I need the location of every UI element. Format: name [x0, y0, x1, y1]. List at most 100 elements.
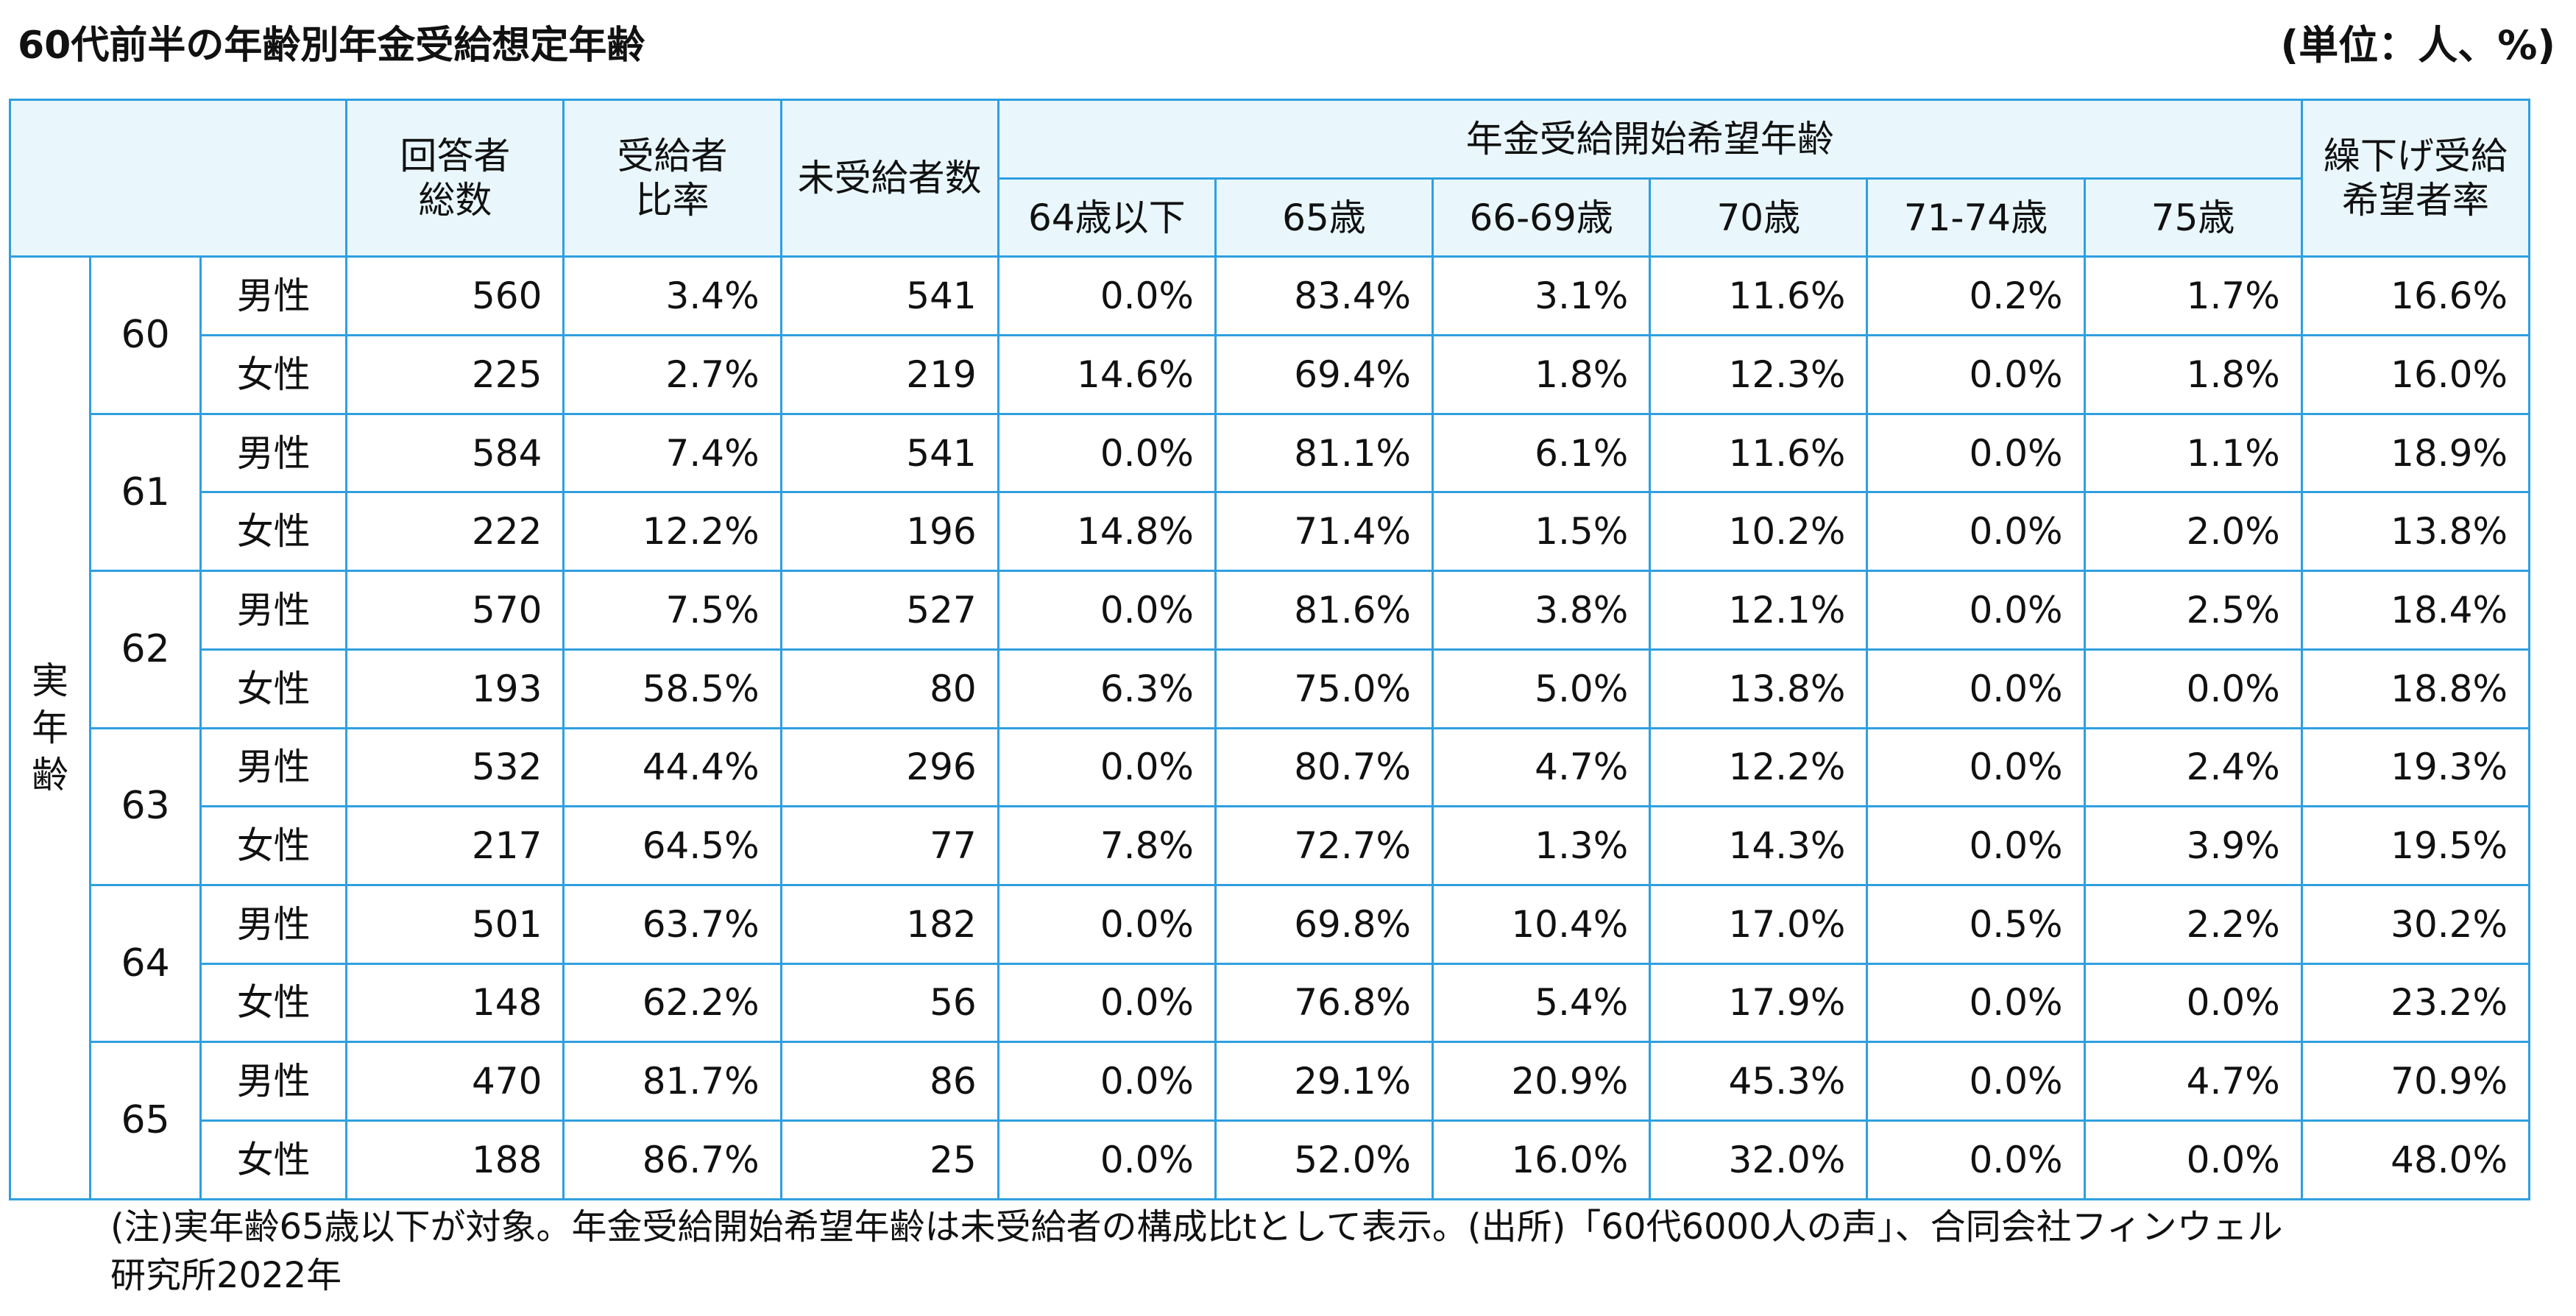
value-cell: 56 — [779, 962, 999, 1044]
value-cell: 25 — [779, 1119, 999, 1200]
value-cell: 0.0% — [2083, 1119, 2303, 1200]
value-cell: 81.1% — [1214, 412, 1434, 494]
value-cell: 0.0% — [1866, 334, 2086, 415]
value-cell: 20.9% — [1432, 1041, 1652, 1122]
value-cell: 5.0% — [1432, 648, 1652, 729]
value-cell: 1.8% — [2083, 334, 2303, 415]
value-cell: 1.1% — [2083, 412, 2303, 494]
value-cell: 86 — [779, 1041, 999, 1122]
value-cell: 18.8% — [2300, 648, 2531, 729]
value-cell: 6.1% — [1432, 412, 1652, 494]
value-cell: 19.3% — [2300, 726, 2531, 808]
value-cell: 29.1% — [1214, 1041, 1434, 1122]
value-cell: 48.0% — [2300, 1119, 2531, 1200]
value-cell: 23.2% — [2300, 962, 2531, 1044]
sex-cell: 女性 — [199, 334, 348, 415]
value-cell: 0.0% — [2083, 648, 2303, 729]
value-cell: 11.6% — [1649, 412, 1869, 494]
footnote: (注)実年齢65歳以下が対象。年金受給開始希望年齢は未受給者の構成比tとして表示… — [110, 1203, 2502, 1300]
header-age-64-or-less: 64歳以下 — [997, 177, 1217, 258]
header-age-75: 75歳 — [2083, 177, 2303, 258]
value-cell: 188 — [345, 1119, 565, 1200]
sex-cell: 男性 — [199, 570, 348, 651]
table-row: 女性 222 12.2% 196 14.8% 71.4% 1.5% 10.2% 0.0% 2.0%… — [10, 491, 2531, 573]
value-cell: 10.4% — [1432, 883, 1652, 965]
table-row: 女性 148 62.2% 56 0.0% 76.8% 5.4% 17.9% 0.0% 0.0% 23… — [10, 962, 2531, 1044]
footnote-line: (注)実年齢65歳以下が対象。年金受給開始希望年齢は未受給者の構成比tとして表示… — [110, 1206, 2283, 1248]
value-cell: 52.0% — [1214, 1119, 1434, 1200]
table-row: 女性 193 58.5% 80 6.3% 75.0% 5.0% 13.8% 0.0% 0.0% 18… — [10, 648, 2531, 729]
value-cell: 2.4% — [2083, 726, 2303, 808]
value-cell: 1.8% — [1432, 334, 1652, 415]
header-corner — [8, 98, 348, 258]
value-cell: 77 — [779, 805, 999, 886]
value-cell: 7.5% — [562, 570, 782, 651]
value-cell: 14.6% — [997, 334, 1217, 415]
sex-cell: 男性 — [199, 726, 348, 808]
value-cell: 80.7% — [1214, 726, 1434, 808]
value-cell: 0.5% — [1866, 883, 2086, 965]
value-cell: 0.0% — [997, 255, 1217, 337]
value-cell: 45.3% — [1649, 1041, 1869, 1122]
value-cell: 83.4% — [1214, 255, 1434, 337]
value-cell: 219 — [779, 334, 999, 415]
age-cell: 62 — [89, 570, 202, 729]
value-cell: 0.2% — [1866, 255, 2086, 337]
table-row: 実年齢 60 男性 560 3.4% 541 0.0% 83.4% 3.1% 11.6% 0.2% 1… — [8, 255, 2531, 1200]
value-cell: 4.7% — [1432, 726, 1652, 808]
age-cell: 61 — [89, 412, 202, 573]
table-row: 女性 217 64.5% 77 7.8% 72.7% 1.3% 14.3% 0.0% 3.9% 19… — [10, 805, 2531, 886]
value-cell: 532 — [345, 726, 565, 808]
row-group-label: 実年齢 — [8, 255, 92, 1200]
table-row: 女性 225 2.7% 219 14.6% 69.4% 1.8% 12.3% 0.0% 1.8% 1… — [10, 334, 2531, 415]
value-cell: 81.6% — [1214, 570, 1434, 651]
value-cell: 0.0% — [1866, 805, 2086, 886]
table-row: 65 男性 470 81.7% 86 0.0% 29.1% 20.9% 45.3% 0.0% 4.7… — [10, 1041, 2531, 1200]
value-cell: 72.7% — [1214, 805, 1434, 886]
value-cell: 501 — [345, 883, 565, 965]
age-cell: 60 — [89, 255, 202, 415]
value-cell: 2.5% — [2083, 570, 2303, 651]
value-cell: 18.4% — [2300, 570, 2531, 651]
table-row: 62 男性 570 7.5% 527 0.0% 81.6% 3.8% 12.1% 0.0% 2.5%… — [10, 570, 2531, 729]
value-cell: 0.0% — [1866, 726, 2086, 808]
value-cell: 222 — [345, 491, 565, 573]
value-cell: 64.5% — [562, 805, 782, 886]
value-cell: 10.2% — [1649, 491, 1869, 573]
value-cell: 19.5% — [2300, 805, 2531, 886]
value-cell: 2.0% — [2083, 491, 2303, 573]
value-cell: 0.0% — [1866, 570, 2086, 651]
header-age-70: 70歳 — [1649, 177, 1869, 258]
value-cell: 0.0% — [1866, 962, 2086, 1044]
value-cell: 470 — [345, 1041, 565, 1122]
pension-age-table: 回答者 総数 受給者 比率 未受給者数 年金受給開始希望年齢 繰下げ受給 希望者… — [8, 98, 2531, 1200]
value-cell: 14.3% — [1649, 805, 1869, 886]
value-cell: 16.0% — [1432, 1119, 1652, 1200]
header-age-66-69: 66-69歳 — [1432, 177, 1652, 258]
age-cell: 64 — [89, 883, 202, 1044]
footnote-line: 研究所2022年 — [110, 1255, 342, 1296]
value-cell: 76.8% — [1214, 962, 1434, 1044]
value-cell: 13.8% — [2300, 491, 2531, 573]
value-cell: 193 — [345, 648, 565, 729]
table-row: 63 男性 532 44.4% 296 0.0% 80.7% 4.7% 12.2% 0.0% 2.4… — [10, 726, 2531, 886]
sex-cell: 女性 — [199, 962, 348, 1044]
value-cell: 0.0% — [997, 412, 1217, 494]
value-cell: 0.0% — [997, 1119, 1217, 1200]
value-cell: 81.7% — [562, 1041, 782, 1122]
value-cell: 13.8% — [1649, 648, 1869, 729]
value-cell: 0.0% — [1866, 491, 2086, 573]
value-cell: 16.0% — [2300, 334, 2531, 415]
header-receiving-ratio: 受給者 比率 — [562, 98, 782, 258]
table-row: 64 男性 501 63.7% 182 0.0% 69.8% 10.4% 17.0% 0.5% 2.… — [10, 883, 2531, 1044]
table-row: 61 男性 584 7.4% 541 0.0% 81.1% 6.1% 11.6% 0.0% 1.1%… — [10, 412, 2531, 573]
sex-cell: 女性 — [199, 1119, 348, 1200]
value-cell: 17.9% — [1649, 962, 1869, 1044]
value-cell: 217 — [345, 805, 565, 886]
age-cell: 63 — [89, 726, 202, 886]
value-cell: 12.1% — [1649, 570, 1869, 651]
value-cell: 5.4% — [1432, 962, 1652, 1044]
value-cell: 541 — [779, 412, 999, 494]
unit-label: (単位：人、%) — [2280, 22, 2555, 68]
value-cell: 14.8% — [997, 491, 1217, 573]
